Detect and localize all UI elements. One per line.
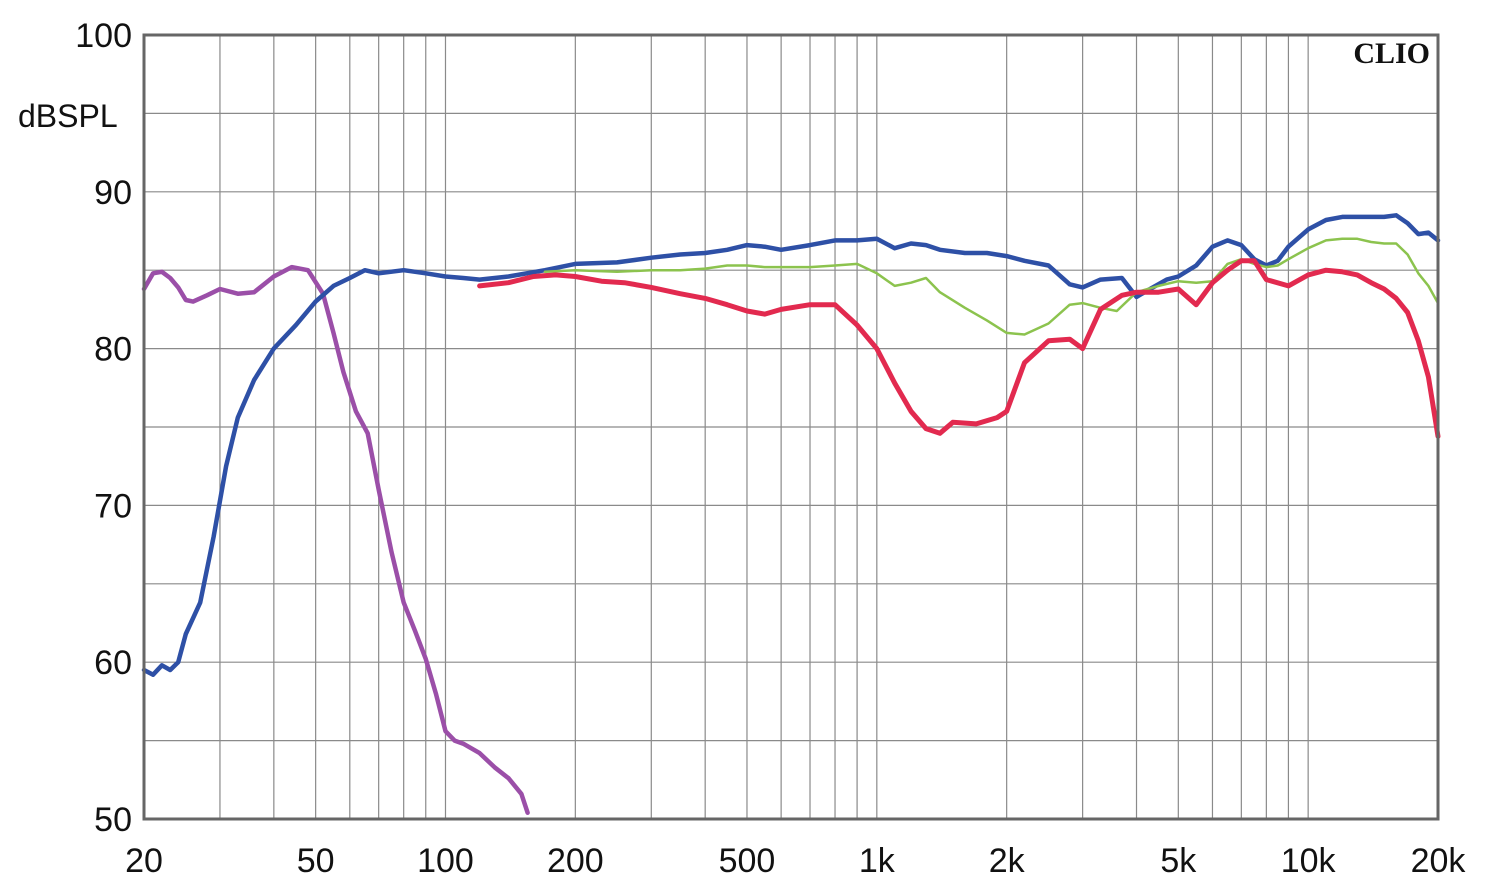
y-tick-label: 50: [94, 801, 132, 839]
brand-logo-text: CLIO: [1353, 37, 1430, 70]
x-tick-label: 200: [547, 842, 604, 880]
series-line-4: [477, 258, 1441, 439]
x-tick-label: 2k: [989, 842, 1026, 880]
y-axis-label: dBSPL: [18, 98, 118, 134]
y-tick-label: 100: [75, 17, 132, 55]
y-tick-label: 80: [94, 331, 132, 369]
series-line-1: [141, 264, 530, 815]
plot-frame: [142, 33, 1440, 821]
x-tick-label: 20k: [1411, 842, 1467, 880]
x-tick-label: 100: [417, 842, 474, 880]
x-tick-label: 20: [125, 842, 163, 880]
x-tick-labels: 20 50 100 200 500 1k 2k 5k 10k 20k: [125, 842, 1466, 880]
y-tick-label: 90: [94, 174, 132, 212]
x-tick-label: 5k: [1160, 842, 1197, 880]
y-tick-label: 70: [94, 487, 132, 525]
data-series: [141, 213, 1441, 815]
y-tick-label: 60: [94, 644, 132, 682]
x-tick-label: 1k: [859, 842, 896, 880]
series-line-2: [141, 213, 1441, 677]
x-tick-label: 500: [719, 842, 776, 880]
x-tick-label: 10k: [1281, 842, 1337, 880]
series-line-3: [543, 237, 1440, 336]
y-tick-labels: 50 60 70 80 90 100: [75, 17, 132, 839]
x-tick-label: 50: [297, 842, 335, 880]
